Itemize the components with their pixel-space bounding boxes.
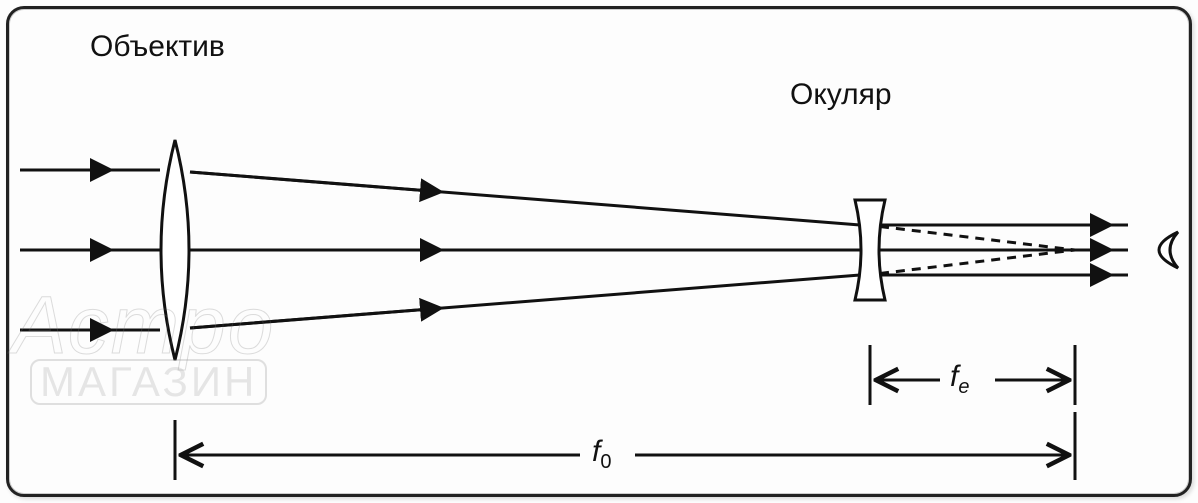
f0-label: f0 — [592, 435, 611, 474]
dimension-fe — [870, 345, 1075, 405]
eyepiece-label: Окуляр — [790, 78, 892, 112]
incoming-rays — [20, 170, 160, 330]
objective-lens — [161, 140, 189, 360]
optics-diagram — [0, 0, 1198, 503]
eye-icon — [1159, 232, 1178, 268]
outgoing-rays — [880, 225, 1128, 275]
dimension-f0 — [175, 412, 1075, 480]
objective-label: Объектив — [90, 30, 225, 64]
converging-rays — [190, 172, 860, 328]
fe-label: fe — [950, 360, 969, 399]
